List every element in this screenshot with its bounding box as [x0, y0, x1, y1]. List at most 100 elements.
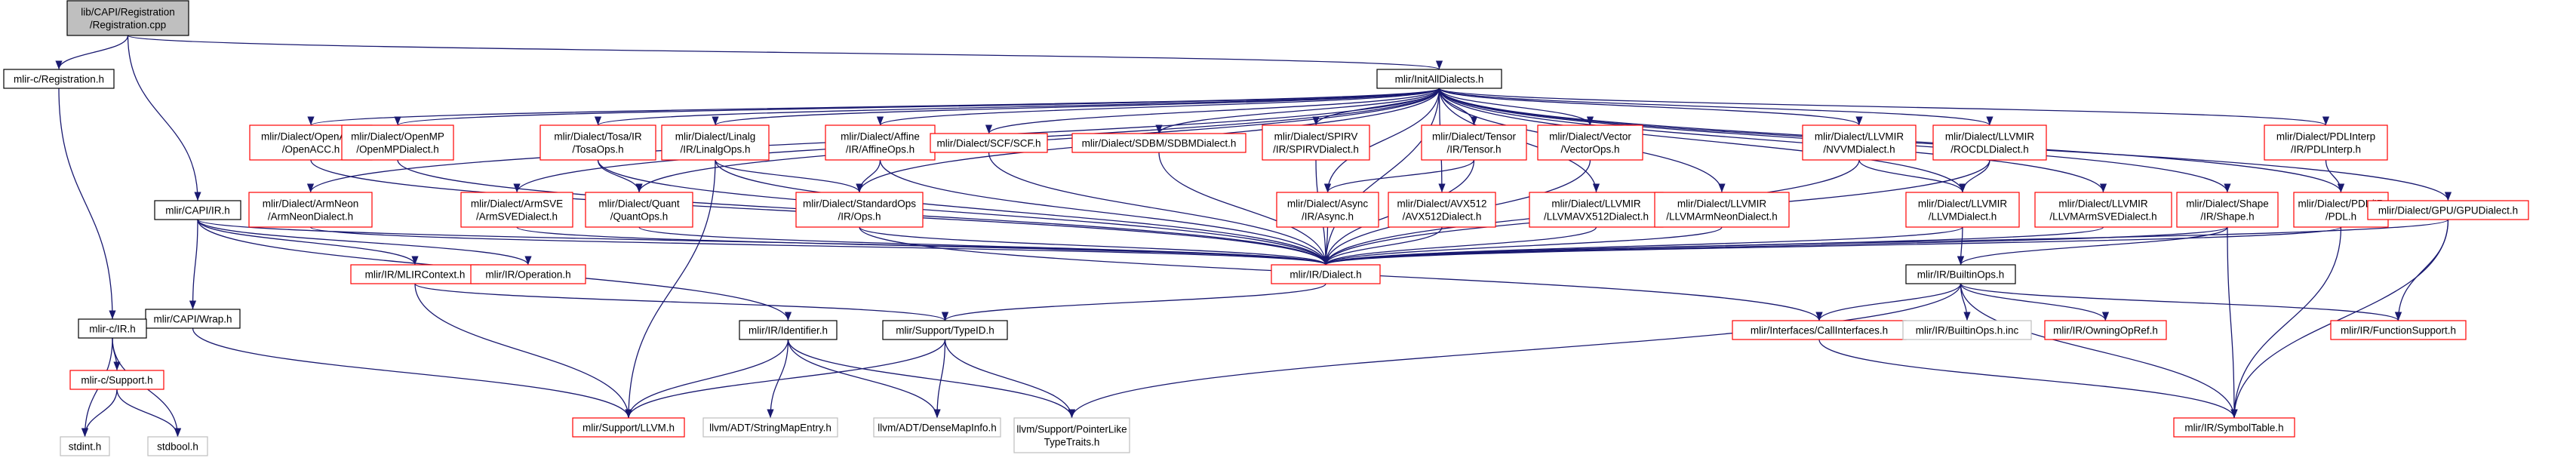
node-sdbm[interactable]: mlir/Dialect/SDBM/SDBMDialect.h	[1071, 133, 1247, 153]
node-builtinops[interactable]: mlir/IR/BuiltinOps.h	[1905, 264, 2016, 284]
node-box	[1376, 69, 1502, 89]
node-avx512[interactable]: mlir/Dialect/AVX512/AVX512Dialect.h	[1388, 192, 1496, 228]
node-label: mlir/Dialect/LLVMIR	[1815, 131, 1904, 143]
node-nvvm[interactable]: mlir/Dialect/LLVMIR/NVVMDialect.h	[1802, 124, 1917, 161]
node-llvmarmneon[interactable]: mlir/Dialect/LLVMIR/LLVMArmNeonDialect.h	[1654, 192, 1790, 228]
node-box	[350, 264, 480, 284]
node-mlir_capi_ir_h[interactable]: mlir/CAPI/IR.h	[154, 200, 241, 220]
edge-mlir_capi_ir_h-to-dialect	[197, 219, 1329, 266]
edge-mlir_capi_ir_h-to-capi_wrap	[189, 219, 198, 310]
edge-tensor-to-async	[1323, 159, 1475, 193]
node-box	[795, 192, 924, 228]
edge-mlir_capi_ir_h-to-operation	[197, 219, 532, 266]
node-label: mlir/Dialect/Quant	[598, 198, 680, 210]
node-label: mlir/Interfaces/CallInterfaces.h	[1751, 325, 1888, 336]
node-tosa[interactable]: mlir/Dialect/Tosa/IR/TosaOps.h	[539, 124, 656, 161]
node-spirv[interactable]: mlir/Dialect/SPIRV/IR/SPIRVDialect.h	[1262, 124, 1370, 161]
edge-registration_cpp-to-mlirc_registration_h	[55, 35, 129, 70]
node-mlirc_ir[interactable]: mlir-c/IR.h	[78, 318, 147, 339]
node-armneon[interactable]: mlir/Dialect/ArmNeon/ArmNeonDialect.h	[248, 192, 373, 228]
node-armsve[interactable]: mlir/Dialect/ArmSVE/ArmSVEDialect.h	[460, 192, 573, 228]
node-pdlinterp[interactable]: mlir/Dialect/PDLInterp/IR/PDLInterp.h	[2264, 124, 2388, 161]
node-box	[2264, 124, 2388, 161]
node-label: mlir/Dialect/SDBM/SDBMDialect.h	[1082, 138, 1237, 149]
node-label: mlir/IR/Identifier.h	[749, 325, 828, 336]
edge-init_all_dialects_h-to-spirv	[1312, 88, 1440, 126]
edge-builtinops-to-owningopref	[1960, 283, 2110, 321]
node-label: lib/CAPI/Registration	[81, 7, 175, 18]
node-standardops[interactable]: mlir/Dialect/StandardOps/IR/Ops.h	[795, 192, 924, 228]
node-openmp[interactable]: mlir/Dialect/OpenMP/OpenMPDialect.h	[341, 124, 454, 161]
node-symboltable[interactable]: mlir/IR/SymbolTable.h	[2173, 417, 2295, 438]
edge-llvmavx512-to-dialect	[1322, 226, 1597, 266]
edge-affine-to-standardops	[856, 159, 881, 193]
node-capi_wrap[interactable]: mlir/CAPI/Wrap.h	[145, 309, 241, 329]
node-label: mlir/CAPI/IR.h	[165, 205, 230, 217]
node-quant[interactable]: mlir/Dialect/Quant/QuantOps.h	[585, 192, 693, 228]
node-support_llvm[interactable]: mlir/Support/LLVM.h	[572, 417, 685, 438]
node-label: mlir-c/Registration.h	[14, 74, 104, 85]
edge-builtinops-to-functionsupport	[1960, 283, 2402, 321]
node-label: mlir/Dialect/LLVMIR	[1677, 198, 1767, 210]
node-identifier[interactable]: mlir/IR/Identifier.h	[739, 320, 838, 340]
node-label: /ROCDLDialect.h	[1950, 144, 2029, 155]
node-box	[69, 370, 164, 390]
node-box	[2044, 320, 2167, 340]
node-label: mlir/Dialect/LLVMIR	[1551, 198, 1641, 210]
node-callinterfaces[interactable]: mlir/Interfaces/CallInterfaces.h	[1732, 320, 1907, 340]
node-label: mlir/Dialect/SPIRV	[1274, 131, 1358, 143]
node-label: mlir/IR/BuiltinOps.h.inc	[1916, 325, 2019, 336]
node-affine[interactable]: mlir/Dialect/Affine/IR/AffineOps.h	[825, 124, 936, 161]
node-rocdl[interactable]: mlir/Dialect/LLVMIR/ROCDLDialect.h	[1932, 124, 2047, 161]
node-owningopref[interactable]: mlir/IR/OwningOpRef.h	[2044, 320, 2167, 340]
edge-llvmdialect-to-builtinops	[1957, 226, 1965, 266]
node-label: mlir/Dialect/Async	[1287, 198, 1369, 210]
node-mlirc_support[interactable]: mlir-c/Support.h	[69, 370, 164, 390]
node-tensor[interactable]: mlir/Dialect/Tensor/IR/Tensor.h	[1421, 124, 1527, 161]
node-mlirc_registration_h[interactable]: mlir-c/Registration.h	[3, 69, 115, 89]
edge-pdl-to-symboltable	[2230, 226, 2342, 419]
node-init_all_dialects_h[interactable]: mlir/InitAllDialects.h	[1376, 69, 1502, 89]
edge-typeid-to-densemapinfo	[933, 339, 946, 419]
node-mlircontext[interactable]: mlir/IR/MLIRContext.h	[350, 264, 480, 284]
node-label: mlir/CAPI/Wrap.h	[153, 314, 232, 325]
node-llvmavx512[interactable]: mlir/Dialect/LLVMIR/LLVMAVX512Dialect.h	[1529, 192, 1664, 228]
node-vector[interactable]: mlir/Dialect/Vector/VectorOps.h	[1537, 124, 1643, 161]
node-box	[1932, 124, 2047, 161]
edge-identifier-to-densemapinfo	[787, 339, 941, 419]
edge-init_all_dialects_h-to-async	[1323, 88, 1440, 193]
node-label: /AVX512Dialect.h	[1403, 211, 1482, 223]
node-box	[1654, 192, 1790, 228]
node-box	[1529, 192, 1664, 228]
edge-init_all_dialects_h-to-dialect	[1322, 88, 1440, 266]
node-label: mlir/Dialect/ArmSVE	[471, 198, 563, 210]
edge-registration_cpp-to-init_all_dialects_h	[127, 35, 1443, 70]
node-llvmdialect[interactable]: mlir/Dialect/LLVMIR/LLVMDialect.h	[1905, 192, 2020, 228]
node-operation[interactable]: mlir/IR/Operation.h	[470, 264, 586, 284]
edge-gpu-to-symboltable	[2230, 219, 2449, 419]
edge-pdl-to-dialect	[1322, 226, 2342, 266]
node-llvmarmsve[interactable]: mlir/Dialect/LLVMIR/LLVMArmSVEDialect.h	[2034, 192, 2172, 228]
node-gpu[interactable]: mlir/Dialect/GPU/GPUDialect.h	[2367, 200, 2529, 220]
node-label: /IR/Tensor.h	[1446, 144, 1501, 155]
edge-builtinops-to-callinterfaces	[1815, 283, 1962, 321]
node-label: mlir/IR/OwningOpRef.h	[2053, 325, 2158, 336]
node-label: /LLVMAVX512Dialect.h	[1544, 211, 1649, 223]
node-typeid[interactable]: mlir/Support/TypeID.h	[882, 320, 1008, 340]
node-dialect[interactable]: mlir/IR/Dialect.h	[1271, 264, 1381, 284]
edge-callinterfaces-to-symboltable	[1818, 339, 2238, 419]
edge-gpu-to-functionsupport	[2394, 219, 2449, 321]
node-async[interactable]: mlir/Dialect/Async/IR/Async.h	[1276, 192, 1379, 228]
node-label: TypeTraits.h	[1044, 437, 1100, 448]
node-functionsupport[interactable]: mlir/IR/FunctionSupport.h	[2330, 320, 2467, 340]
node-label: mlir/Dialect/LLVMIR	[1918, 198, 2008, 210]
node-scf[interactable]: mlir/Dialect/SCF/SCF.h	[930, 133, 1048, 153]
node-box	[3, 69, 115, 89]
node-label: mlir/Dialect/Tosa/IR	[554, 131, 642, 143]
node-label: llvm/Support/PointerLike	[1016, 424, 1127, 435]
node-linalg[interactable]: mlir/Dialect/Linalg/IR/LinalgOps.h	[661, 124, 770, 161]
edge-affine-to-dialect	[879, 159, 1329, 266]
node-shape[interactable]: mlir/Dialect/Shape/IR/Shape.h	[2176, 192, 2279, 228]
node-box	[1537, 124, 1643, 161]
node-label: mlir/Dialect/SCF/SCF.h	[936, 138, 1041, 149]
